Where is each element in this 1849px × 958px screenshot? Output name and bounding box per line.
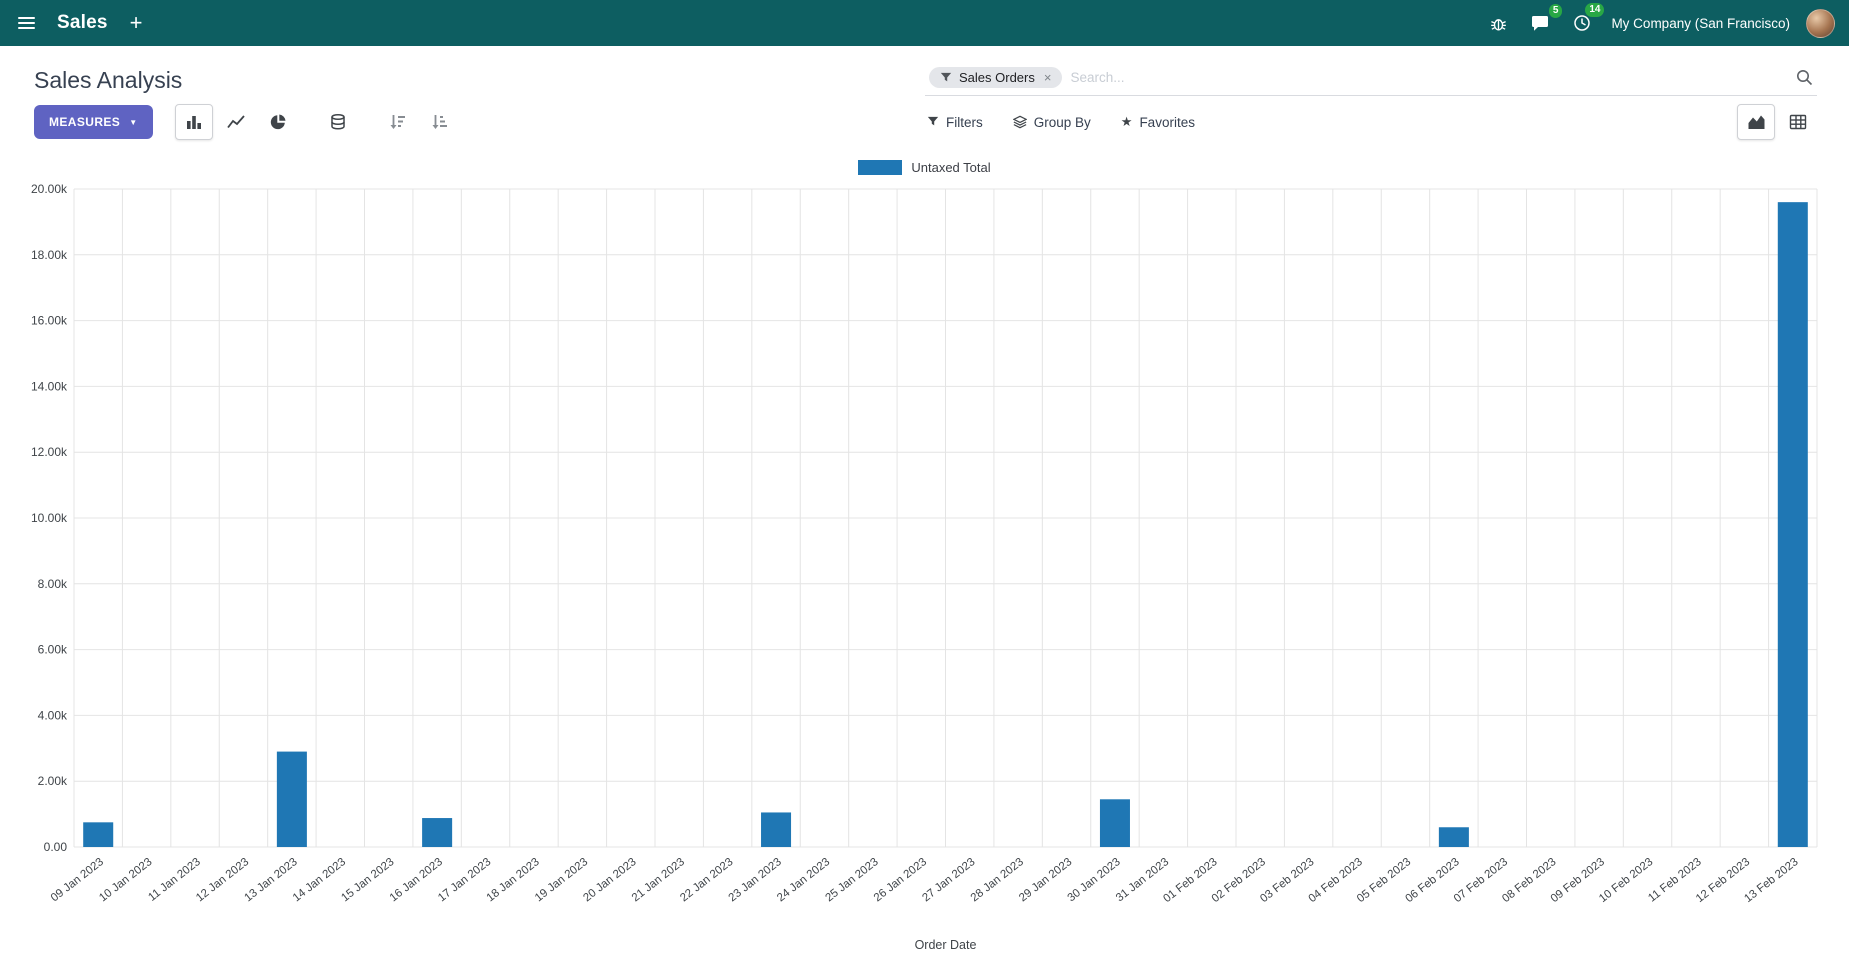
clock-icon	[1574, 15, 1591, 31]
svg-text:23 Jan 2023: 23 Jan 2023	[727, 856, 784, 904]
debug-button[interactable]	[1486, 11, 1511, 36]
line-chart-icon	[226, 115, 245, 129]
new-record-button[interactable]: +	[126, 8, 147, 38]
svg-text:12 Jan 2023: 12 Jan 2023	[194, 856, 251, 904]
svg-text:28 Jan 2023: 28 Jan 2023	[969, 856, 1026, 904]
svg-text:20.00k: 20.00k	[31, 182, 68, 196]
search-input[interactable]	[1070, 70, 1788, 85]
facet-remove-icon[interactable]: ×	[1043, 70, 1052, 85]
svg-text:12.00k: 12.00k	[31, 445, 68, 459]
chart-area: Untaxed Total 0.00 2.00k 4.00k 6.00k 8.00k 10…	[0, 160, 1849, 958]
svg-text:2.00k: 2.00k	[38, 774, 68, 788]
pivot-table-icon	[1789, 114, 1807, 130]
messages-button[interactable]: 5	[1527, 3, 1563, 36]
svg-text:16.00k: 16.00k	[31, 314, 68, 328]
legend-label: Untaxed Total	[911, 160, 991, 175]
navbar-right: 5 14 My Company (San Francisco)	[1486, 3, 1835, 38]
graph-view-button[interactable]	[1737, 104, 1775, 140]
svg-text:18 Jan 2023: 18 Jan 2023	[485, 856, 542, 904]
pie-chart-button[interactable]	[259, 104, 297, 140]
filters-label: Filters	[946, 114, 983, 130]
search-icon	[1797, 70, 1813, 86]
svg-text:25 Jan 2023: 25 Jan 2023	[823, 856, 880, 904]
layers-icon	[1012, 115, 1027, 129]
svg-text:22 Jan 2023: 22 Jan 2023	[678, 856, 735, 904]
svg-text:8.00k: 8.00k	[38, 577, 68, 591]
chart-legend[interactable]: Untaxed Total	[20, 160, 1829, 175]
view-switcher	[1737, 104, 1817, 140]
bug-icon	[1491, 18, 1507, 30]
search-bar[interactable]: Sales Orders ×	[925, 64, 1817, 96]
measures-button[interactable]: MEASURES ▼	[34, 105, 153, 139]
top-navbar: Sales + 5 14 My C	[0, 0, 1849, 46]
app-name[interactable]: Sales	[57, 12, 108, 33]
svg-text:24 Jan 2023: 24 Jan 2023	[775, 856, 832, 904]
svg-text:29 Jan 2023: 29 Jan 2023	[1017, 856, 1074, 904]
control-panel-bottom: MEASURES ▼	[0, 100, 1849, 150]
svg-text:20 Jan 2023: 20 Jan 2023	[581, 856, 638, 904]
messages-badge: 5	[1548, 3, 1563, 18]
chevron-down-icon: ▼	[129, 117, 138, 127]
search-facet-sales-orders[interactable]: Sales Orders ×	[929, 67, 1063, 88]
pie-chart-icon	[270, 114, 286, 130]
svg-text:27 Jan 2023: 27 Jan 2023	[920, 856, 977, 904]
group-by-button[interactable]: Group By	[1011, 109, 1093, 136]
svg-text:4.00k: 4.00k	[38, 708, 68, 722]
svg-text:15 Jan 2023: 15 Jan 2023	[339, 856, 396, 904]
svg-text:14 Jan 2023: 14 Jan 2023	[291, 856, 348, 904]
favorites-button[interactable]: ★ Favorites	[1119, 108, 1197, 136]
navbar-left: Sales +	[14, 8, 147, 38]
apps-menu-button[interactable]	[14, 10, 39, 36]
svg-text:17 Jan 2023: 17 Jan 2023	[436, 856, 493, 904]
filters-button[interactable]: Filters	[925, 109, 985, 136]
star-icon: ★	[1120, 114, 1133, 129]
svg-text:09 Jan 2023: 09 Jan 2023	[49, 856, 106, 904]
legend-swatch	[858, 160, 903, 175]
chat-icon	[1532, 15, 1549, 31]
user-avatar[interactable]	[1806, 8, 1835, 38]
svg-text:6.00k: 6.00k	[38, 643, 68, 657]
svg-text:30 Jan 2023: 30 Jan 2023	[1066, 856, 1123, 904]
facet-label: Sales Orders	[959, 70, 1035, 85]
activities-button[interactable]: 14	[1569, 3, 1605, 36]
area-chart-icon	[1748, 115, 1764, 129]
svg-text:18.00k: 18.00k	[31, 248, 68, 262]
group-by-label: Group By	[1033, 114, 1091, 130]
sort-descending-button[interactable]	[379, 104, 417, 140]
sales-chart[interactable]: 0.00 2.00k 4.00k 6.00k 8.00k 10.00k 12.00k 14.0…	[20, 177, 1825, 958]
svg-text:10.00k: 10.00k	[31, 511, 68, 525]
svg-text:0.00: 0.00	[44, 840, 68, 854]
control-panel-top: Sales Analysis Sales Orders ×	[0, 46, 1849, 100]
sort-descending-icon	[390, 115, 405, 129]
line-chart-button[interactable]	[217, 104, 255, 140]
chart-type-group	[174, 104, 459, 140]
sort-ascending-button[interactable]	[421, 104, 459, 140]
favorites-label: Favorites	[1139, 114, 1195, 130]
filter-icon	[927, 116, 939, 126]
svg-text:14.00k: 14.00k	[31, 379, 68, 393]
bar-chart-button[interactable]	[174, 104, 213, 140]
svg-text:26 Jan 2023: 26 Jan 2023	[872, 856, 929, 904]
svg-text:Order Date: Order Date	[915, 938, 977, 952]
bar-chart-icon	[186, 116, 201, 129]
company-switcher[interactable]: My Company (San Francisco)	[1611, 15, 1790, 31]
svg-text:19 Jan 2023: 19 Jan 2023	[533, 856, 590, 904]
sort-ascending-icon	[432, 115, 447, 129]
filter-icon	[940, 72, 952, 81]
pivot-view-button[interactable]	[1779, 104, 1817, 140]
control-panel-right: Filters Group By ★ Favorites	[925, 104, 1817, 140]
activities-badge: 14	[1585, 3, 1605, 17]
svg-text:21 Jan 2023: 21 Jan 2023	[630, 856, 687, 904]
svg-text:10 Jan 2023: 10 Jan 2023	[97, 856, 154, 904]
hamburger-icon	[18, 14, 35, 32]
svg-text:13 Jan 2023: 13 Jan 2023	[242, 856, 299, 904]
page-title: Sales Analysis	[34, 66, 183, 93]
measures-label: MEASURES	[49, 115, 121, 129]
svg-text:16 Jan 2023: 16 Jan 2023	[388, 856, 445, 904]
svg-text:10 Feb 2023: 10 Feb 2023	[1597, 856, 1655, 905]
plus-icon: +	[129, 10, 143, 35]
stacked-toggle-button[interactable]	[319, 104, 357, 140]
stacked-icon	[330, 113, 345, 130]
svg-text:13 Feb 2023: 13 Feb 2023	[1742, 856, 1800, 905]
